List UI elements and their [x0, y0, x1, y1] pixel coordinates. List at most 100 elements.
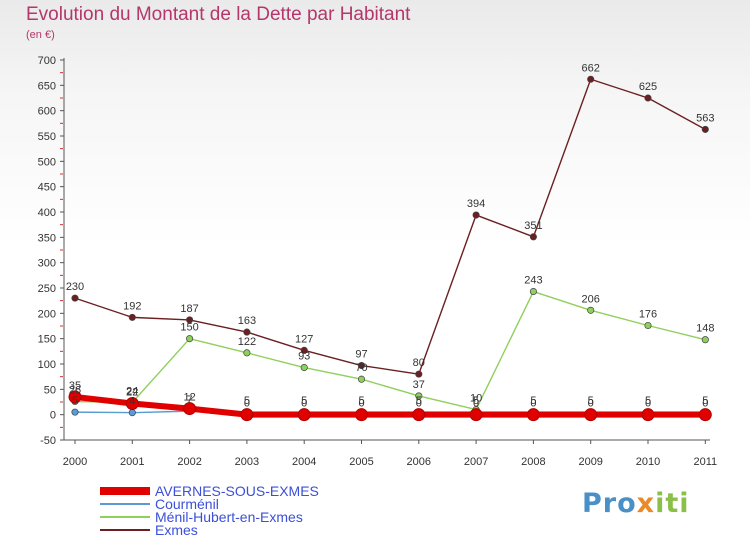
- series-3-label-9: 662: [582, 62, 600, 74]
- y-tick-label-10: 450: [38, 182, 56, 194]
- series-2-label-2: 150: [180, 322, 198, 334]
- series-0-point-4: [297, 408, 311, 422]
- proxiti-logo: Proxiti: [582, 488, 690, 519]
- x-tick-label-0: 2000: [63, 456, 87, 468]
- series-3-point-8: [529, 233, 537, 241]
- y-tick-label-2: 50: [44, 384, 56, 396]
- series-0-point-3: [240, 408, 254, 422]
- y-tick-label-5: 200: [38, 308, 56, 320]
- legend-item-avernes: AVERNES-SOUS-EXMES: [100, 482, 319, 499]
- series-2-label-10: 176: [639, 308, 657, 320]
- series-3-point-7: [472, 211, 480, 219]
- series-3-label-5: 97: [355, 349, 367, 361]
- y-tick-label-14: 650: [38, 80, 56, 92]
- series-0-point-8: [526, 408, 540, 422]
- legend: AVERNES-SOUS-EXMES Courménil Ménil-Huber…: [100, 482, 319, 538]
- series-0-point-2: [183, 402, 197, 416]
- series-2-point-10: [644, 321, 652, 330]
- series-2-label-5: 70: [355, 362, 367, 374]
- logo-part-2: x: [636, 488, 656, 519]
- x-tick-label-8: 2008: [521, 456, 545, 468]
- series-0-label-2: 12: [183, 392, 195, 404]
- legend-label-courmenil: Courménil: [155, 495, 219, 512]
- series-3-point-1: [128, 313, 136, 321]
- legend-label-avernes: AVERNES-SOUS-EXMES: [155, 482, 319, 499]
- y-tick-label-3: 100: [38, 359, 56, 371]
- series-2-label-7: 10: [470, 393, 482, 405]
- series-0-point-0: [68, 390, 82, 404]
- y-tick-label-1: 0: [50, 410, 56, 422]
- y-tick-label-6: 250: [38, 283, 56, 295]
- series-0-label-6: 0: [416, 398, 422, 410]
- series-1-label-2: 7: [187, 394, 193, 406]
- series-2-label-0: 26: [69, 384, 81, 396]
- series-1-label-4: 5: [301, 395, 307, 407]
- series-0-point-6: [412, 408, 426, 422]
- series-0-point-1: [125, 397, 139, 411]
- legend-swatch-exmes: [100, 528, 150, 531]
- x-tick-label-5: 2005: [349, 456, 373, 468]
- series-0-label-10: 0: [645, 398, 651, 410]
- series-1-label-6: 5: [416, 395, 422, 407]
- series-3-label-4: 127: [295, 333, 313, 345]
- legend-swatch-menil-hubert: [100, 515, 150, 518]
- series-2-point-11: [701, 336, 709, 344]
- series-line-3: [74, 78, 706, 375]
- x-tick-label-2: 2002: [177, 456, 201, 468]
- series-2-label-11: 148: [696, 323, 714, 335]
- series-2-point-3: [243, 349, 251, 357]
- x-tick-label-4: 2004: [292, 456, 316, 468]
- series-3-point-3: [243, 328, 251, 336]
- series-0-point-5: [355, 408, 368, 422]
- series-3-point-10: [644, 94, 652, 102]
- logo-part-1: Pro: [582, 488, 637, 519]
- legend-swatch-courmenil: [100, 502, 150, 505]
- series-3-point-0: [71, 294, 79, 302]
- series-2-point-4: [300, 363, 308, 372]
- y-tick-label-11: 500: [38, 156, 56, 168]
- series-0-label-4: 0: [301, 398, 307, 410]
- series-2-label-3: 122: [238, 336, 256, 348]
- y-tick-label-7: 300: [38, 258, 56, 270]
- series-line-0: [74, 393, 706, 418]
- series-3-label-0: 230: [66, 281, 84, 293]
- series-3-label-8: 351: [524, 220, 542, 232]
- x-tick-label-1: 2001: [120, 456, 144, 468]
- series-3-label-10: 625: [639, 81, 657, 93]
- series-2-point-2: [186, 335, 194, 343]
- series-2-label-8: 243: [524, 275, 542, 287]
- legend-swatch-avernes: [100, 486, 150, 495]
- series-0-label-11: 0: [702, 398, 708, 410]
- series-3-label-3: 163: [238, 315, 256, 327]
- series-0-label-5: 0: [358, 398, 364, 410]
- series-3-point-2: [186, 316, 194, 324]
- series-3-label-7: 394: [467, 198, 485, 210]
- y-tick-label-0: -50: [40, 435, 56, 447]
- series-0-label-7: 0: [473, 398, 479, 410]
- series-0-point-10: [641, 408, 655, 422]
- series-1-label-1: 4: [129, 396, 135, 408]
- x-tick-label-3: 2003: [235, 456, 259, 468]
- x-tick-label-10: 2010: [636, 456, 660, 468]
- series-2-point-8: [529, 287, 537, 296]
- y-tick-label-12: 550: [38, 131, 56, 143]
- series-line-2: [74, 290, 706, 411]
- chart-title: Evolution du Montant de la Dette par Hab…: [26, 4, 411, 25]
- series-1-label-0: 5: [72, 395, 78, 407]
- series-0-label-0: 35: [69, 380, 81, 392]
- legend-item-exmes: Exmes: [100, 522, 319, 538]
- series-3-point-6: [415, 370, 423, 378]
- series-2-label-9: 206: [582, 293, 600, 305]
- series-1-label-7: 5: [473, 395, 479, 407]
- series-2-label-6: 37: [413, 379, 425, 391]
- series-0-label-8: 0: [530, 398, 536, 410]
- series-0-label-1: 22: [126, 387, 138, 399]
- logo-part-3: iti: [655, 488, 690, 519]
- series-2-label-1: 24: [126, 386, 138, 398]
- series-3-label-11: 563: [696, 112, 714, 124]
- series-1-label-9: 5: [588, 395, 594, 407]
- series-1-point-0: [71, 408, 79, 416]
- y-tick-label-13: 600: [38, 106, 56, 118]
- y-tick-label-8: 350: [38, 232, 56, 244]
- series-3-label-1: 192: [123, 300, 141, 312]
